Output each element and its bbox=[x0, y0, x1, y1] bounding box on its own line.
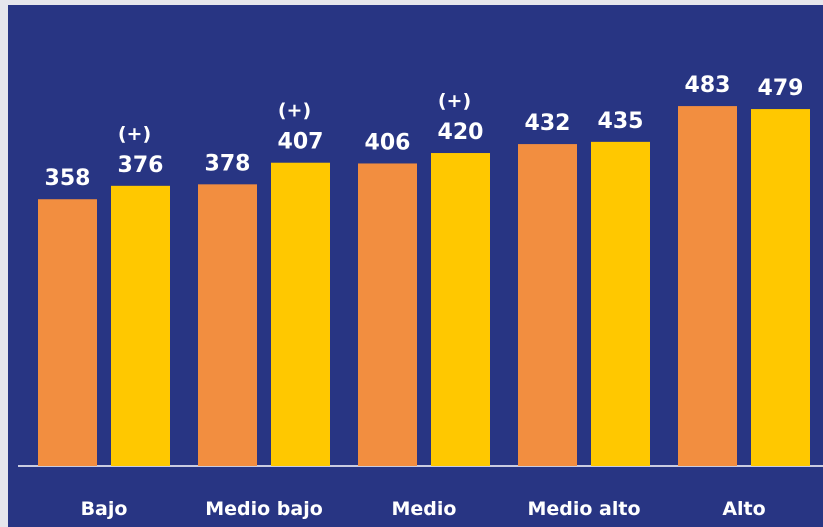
bar bbox=[591, 141, 650, 466]
bar bbox=[111, 185, 170, 467]
x-tick-label: Medio alto bbox=[527, 498, 640, 520]
x-tick-label: Medio bbox=[392, 498, 457, 520]
value-label: 432 bbox=[525, 111, 571, 136]
bar bbox=[271, 162, 330, 466]
bar bbox=[678, 106, 737, 466]
x-tick-label: Bajo bbox=[81, 498, 128, 520]
value-label: 358 bbox=[45, 166, 91, 191]
annotation: (+) bbox=[118, 123, 151, 145]
value-label: 378 bbox=[205, 151, 251, 176]
value-label: 483 bbox=[685, 73, 731, 98]
bar bbox=[358, 163, 417, 466]
bar bbox=[38, 199, 97, 467]
annotation: (+) bbox=[438, 90, 471, 112]
x-tick-label: Alto bbox=[722, 498, 765, 520]
bar bbox=[431, 153, 490, 466]
value-label: 420 bbox=[438, 120, 484, 145]
value-label: 435 bbox=[598, 109, 644, 134]
value-label: 479 bbox=[758, 76, 804, 101]
value-label: 406 bbox=[365, 130, 411, 155]
x-tick-label: Medio bajo bbox=[205, 498, 323, 520]
value-label: 407 bbox=[278, 130, 324, 155]
bar bbox=[751, 109, 810, 466]
bar bbox=[518, 144, 577, 466]
annotation: (+) bbox=[278, 100, 311, 122]
bar bbox=[198, 184, 257, 466]
value-label: 376 bbox=[118, 153, 164, 178]
